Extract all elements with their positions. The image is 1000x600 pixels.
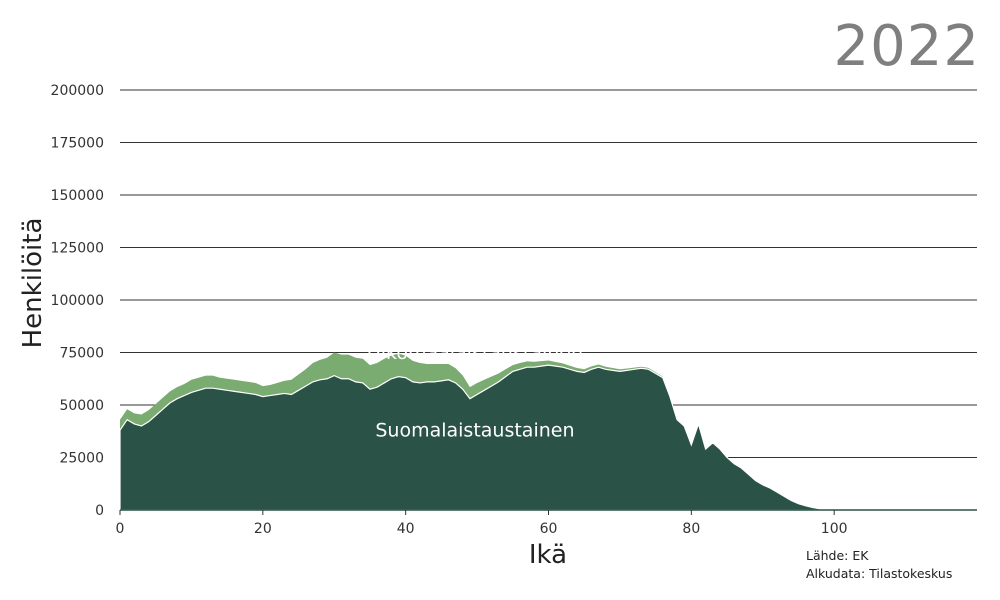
y-axis-title: Henkilöitä: [18, 218, 48, 349]
y-tick-label: 150000: [51, 188, 104, 204]
source-data-line: Alkudata: Tilastokeskus: [806, 566, 953, 581]
y-tick-label: 50000: [59, 398, 104, 414]
x-tick-label: 20: [254, 521, 272, 537]
y-tick-label: 75000: [59, 346, 104, 362]
y-tick-label: 100000: [51, 293, 104, 309]
x-tick-label: 0: [116, 521, 125, 537]
source-line: Lähde: EK: [806, 548, 869, 563]
x-tick-labels: 0 20 40 60 80 100: [116, 510, 848, 537]
series-label: Ulkomaalaistaustainen: [367, 342, 583, 364]
x-tick-label: 80: [682, 521, 700, 537]
year-label: 2022: [833, 14, 980, 79]
y-tick-label: 200000: [51, 83, 104, 99]
y-tick-label: 0: [95, 503, 104, 519]
x-tick-label: 100: [821, 521, 848, 537]
y-tick-labels: 0 25000 50000 75000 100000 125000 150000 175000…: [51, 83, 104, 519]
y-tick-label: 125000: [51, 241, 104, 257]
y-tick-label: 175000: [51, 136, 104, 152]
y-tick-label: 25000: [59, 451, 104, 467]
series-label: Suomalaistaustainen: [375, 420, 574, 442]
x-axis-title: Ikä: [529, 540, 567, 570]
x-tick-label: 40: [397, 521, 415, 537]
x-tick-label: 60: [540, 521, 558, 537]
source-note: Lähde: EK Alkudata: Tilastokeskus: [806, 547, 952, 583]
series-labels: Suomalaistaustainen Ulkomaalaistaustainen: [367, 342, 583, 442]
